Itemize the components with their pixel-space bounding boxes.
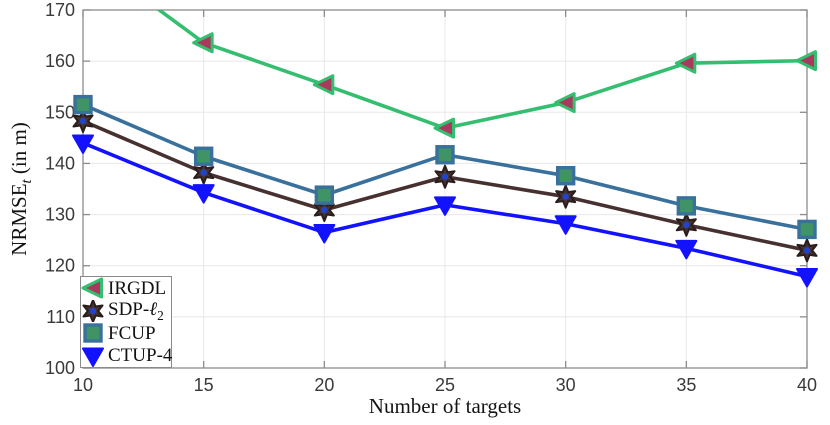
square-icon: [83, 323, 103, 343]
square-icon: [435, 145, 455, 165]
y-tick-label: 100: [45, 358, 75, 378]
triangle-left-icon: [433, 117, 455, 139]
marker-center-dot: [200, 169, 207, 176]
square-icon: [797, 219, 817, 240]
triangle-down-icon: [82, 347, 104, 367]
triangle-left-icon: [81, 277, 103, 299]
marker-center-dot: [321, 206, 328, 214]
marker-center-dot: [683, 221, 690, 228]
y-tick-label: 170: [45, 0, 75, 20]
triangle-left-icon: [554, 92, 576, 114]
x-tick-label: 30: [556, 375, 576, 395]
y-tick-label: 120: [45, 256, 75, 276]
marker-center-dot: [79, 117, 87, 125]
y-tick-label: 160: [45, 51, 75, 71]
x-tick-label: 15: [194, 375, 214, 395]
legend-label: FCUP: [108, 322, 156, 344]
marker-center-dot: [89, 307, 97, 314]
x-tick-label: 40: [797, 375, 817, 395]
square-icon: [73, 94, 93, 115]
y-tick-label: 110: [46, 307, 75, 327]
legend-item-ctup-4: CTUP-4: [81, 345, 173, 367]
legend: IRGDL SDP-ℓ2 FCUP CTUP-4: [80, 276, 172, 368]
triangle-down-icon: [675, 239, 698, 260]
triangle-down-icon: [82, 347, 104, 367]
x-tick-label: 10: [73, 375, 93, 395]
triangle-down-icon: [192, 184, 215, 204]
triangle-left-icon: [312, 74, 335, 96]
triangle-down-icon: [313, 223, 336, 244]
y-tick-label: 150: [45, 102, 75, 122]
series-markers-irgdl: [192, 32, 817, 139]
y-tick-label: 130: [45, 205, 75, 225]
square-icon: [193, 146, 214, 166]
triangle-down-icon: [796, 267, 818, 288]
x-tick-label: 20: [314, 375, 334, 395]
x-tick-label: 35: [676, 375, 696, 395]
triangle-left-icon: [674, 52, 697, 74]
square-icon: [83, 323, 103, 343]
marker-center-dot: [803, 247, 811, 254]
x-tick-label: 25: [435, 375, 455, 395]
triangle-left-icon: [192, 32, 214, 54]
triangle-down-icon: [72, 134, 94, 154]
legend-item-fcup: FCUP: [81, 322, 171, 344]
marker-center-dot: [562, 193, 569, 200]
y-axis-label: NRMSEt (in m): [7, 122, 36, 256]
legend-label: SDP-ℓ2: [108, 298, 164, 323]
legend-item-sdp-l2: SDP-ℓ2: [81, 300, 171, 322]
hexagram-icon: [82, 299, 104, 322]
triangle-left-icon: [81, 277, 103, 299]
y-tick-label: 140: [45, 153, 75, 173]
legend-label: IRGDL: [108, 277, 167, 299]
triangle-down-icon: [434, 196, 456, 216]
legend-label: CTUP-4: [108, 345, 173, 367]
triangle-down-icon: [554, 215, 577, 235]
x-axis-label: Number of targets: [368, 394, 522, 418]
square-icon: [676, 196, 697, 216]
marker-center-dot: [441, 173, 449, 180]
series-markers-ctup-4: [72, 134, 818, 288]
square-icon: [555, 166, 576, 186]
triangle-left-icon: [795, 50, 817, 72]
legend-item-irgdl: IRGDL: [81, 277, 171, 299]
square-icon: [314, 185, 335, 205]
tick-labels: 10 15 20 25 30 35 40 100 110 120 130 140 150 160 170: [45, 0, 817, 395]
series-markers-fcup: [73, 94, 817, 240]
